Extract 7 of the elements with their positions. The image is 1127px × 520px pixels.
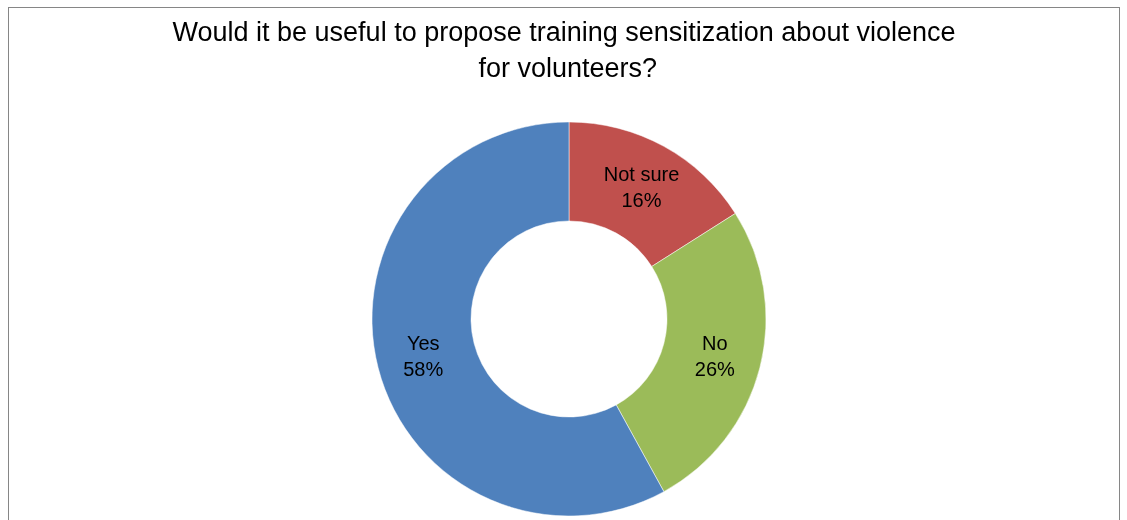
slice-label: No [701,332,728,355]
data-label: 26% [694,358,735,381]
chart-title: Would it be useful to propose training sensitization about violence for volunteers? [172,17,956,83]
slice-label: Not sure [603,163,680,186]
data-label: 16% [621,189,662,212]
slice-label: Yes [406,332,440,355]
data-label: 58% [403,358,444,381]
